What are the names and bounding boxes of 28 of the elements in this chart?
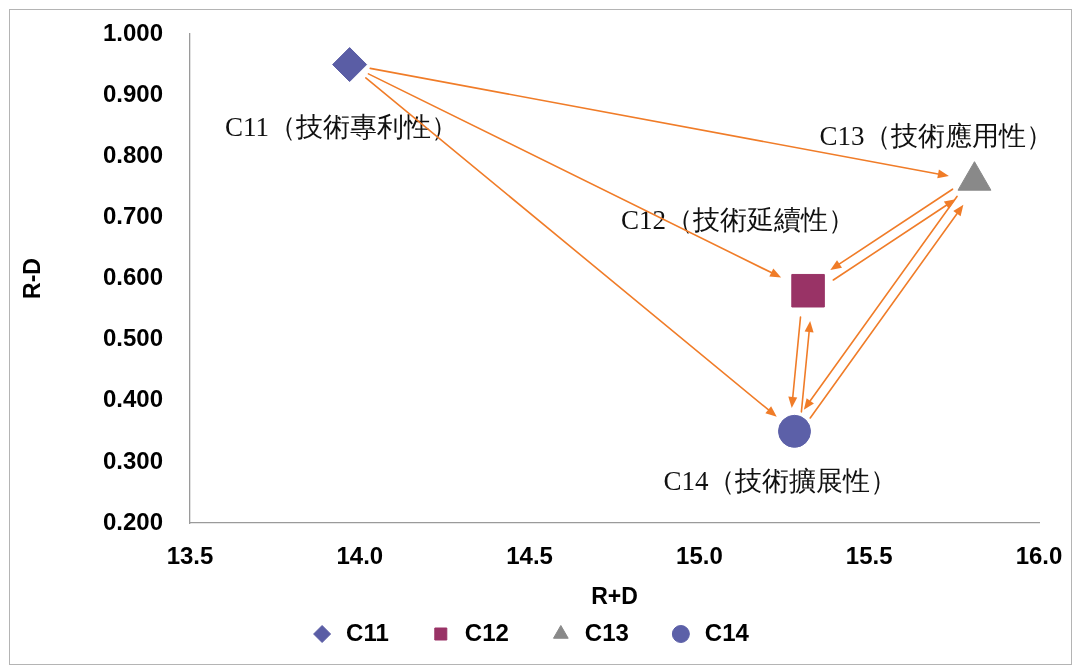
y-tick-label: 0.500 (102, 324, 163, 352)
annotation: C11（技術專利性） (225, 111, 459, 142)
point (791, 273, 825, 308)
legend-label: C12 (464, 618, 509, 646)
legend-label: C14 (704, 618, 750, 646)
x-tick-label: 14.0 (336, 542, 384, 570)
legend-label: C11 (346, 618, 389, 646)
x-tick-label: 16.0 (1015, 542, 1063, 570)
y-tick-label: 1.000 (102, 18, 163, 46)
x-tick-label: 13.5 (166, 542, 214, 570)
y-tick-label: 0.200 (102, 507, 163, 535)
x-tick-label: 15.0 (676, 542, 723, 570)
legend-label: C13 (584, 618, 629, 646)
x-tick-label: 14.5 (506, 542, 553, 570)
y-tick-label: 0.600 (102, 263, 163, 291)
x-axis-title: R+D (591, 582, 638, 609)
annotation: C12（技術延續性） (621, 204, 856, 235)
y-tick-label: 0.400 (102, 385, 163, 413)
x-tick-label: 15.5 (845, 542, 893, 570)
y-tick-label: 0.900 (102, 79, 163, 107)
y-tick-label: 0.800 (102, 140, 163, 168)
annotation: C14（技術擴展性） (663, 466, 898, 497)
y-axis-title: R-D (19, 258, 46, 299)
annotation: C13（技術應用性） (819, 120, 1054, 151)
point (777, 414, 811, 448)
y-tick-label: 0.700 (102, 202, 163, 229)
point (332, 47, 368, 83)
y-tick-label: 0.300 (102, 446, 163, 474)
